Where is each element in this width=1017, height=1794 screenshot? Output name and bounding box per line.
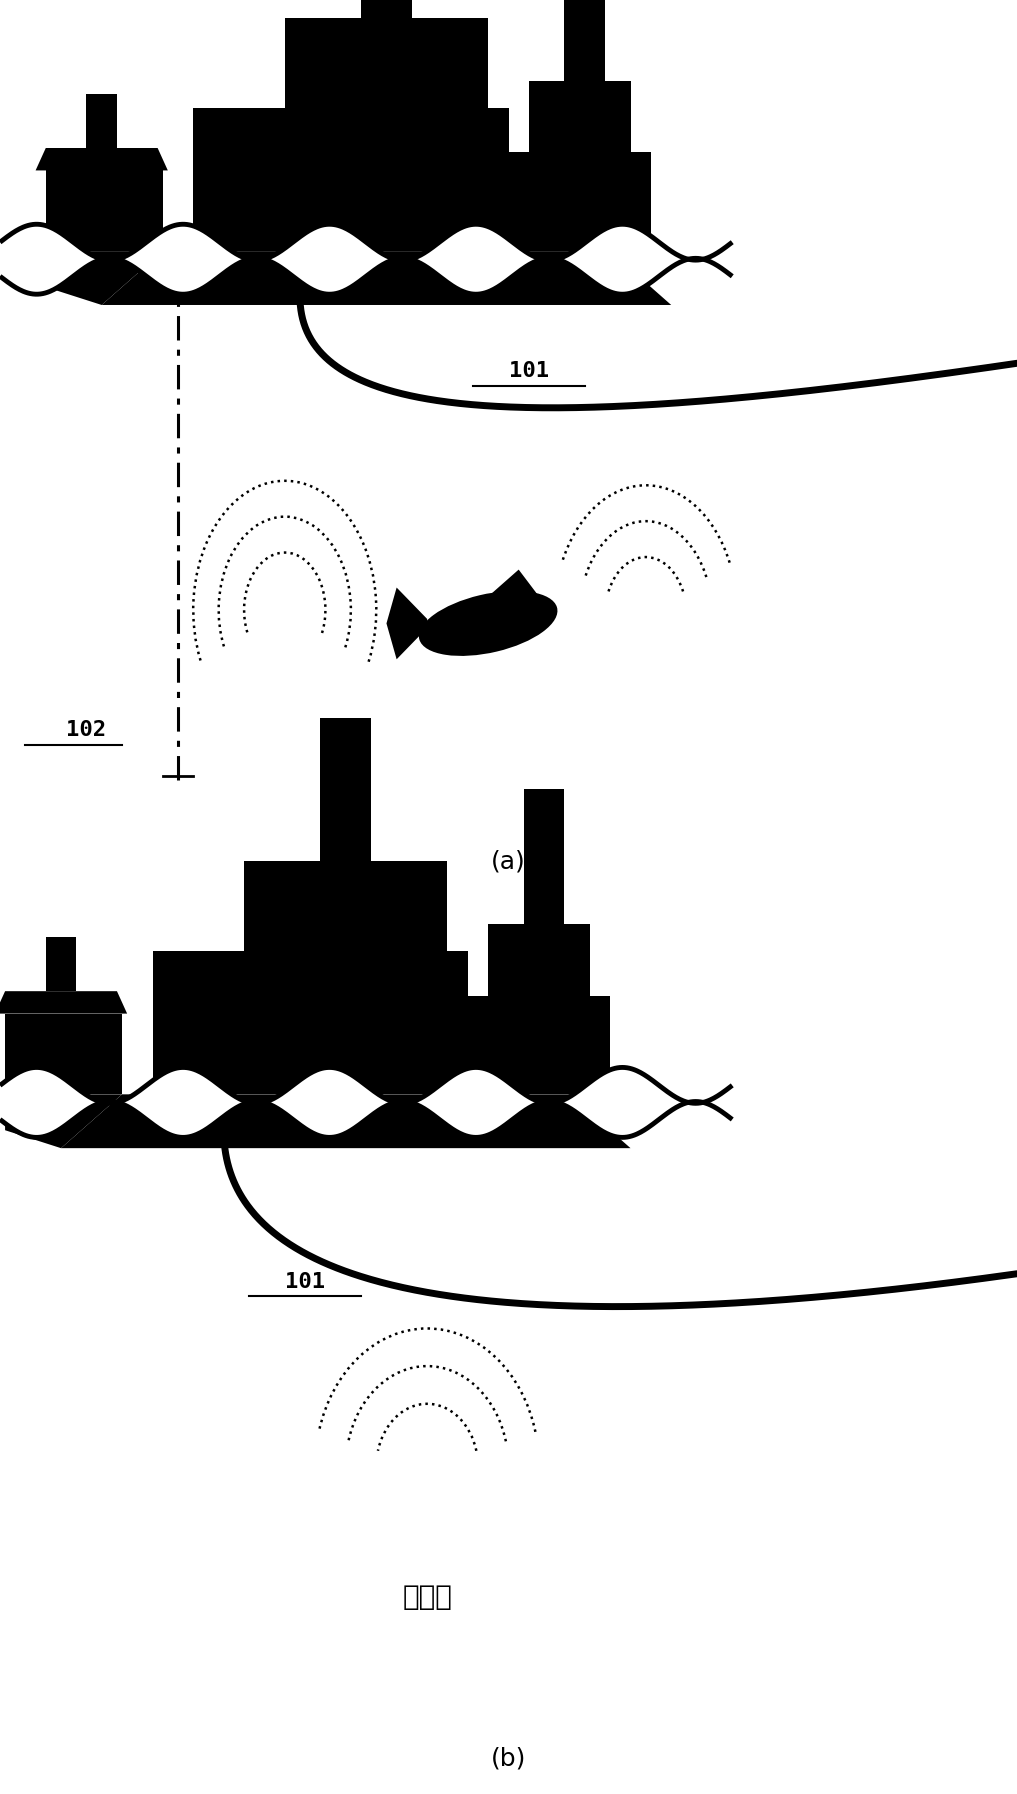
- Ellipse shape: [419, 590, 557, 657]
- Text: 101: 101: [285, 1272, 325, 1292]
- Text: (a): (a): [491, 849, 526, 874]
- Polygon shape: [386, 588, 427, 660]
- Polygon shape: [488, 924, 590, 996]
- Polygon shape: [244, 861, 447, 951]
- Polygon shape: [5, 1014, 122, 1094]
- Text: 102: 102: [66, 719, 107, 741]
- Text: (b): (b): [491, 1746, 526, 1771]
- Polygon shape: [36, 149, 168, 170]
- Text: 地震波: 地震波: [402, 1582, 453, 1611]
- Polygon shape: [361, 0, 412, 18]
- Polygon shape: [153, 951, 468, 1094]
- Polygon shape: [46, 170, 163, 251]
- Polygon shape: [0, 990, 127, 1014]
- Polygon shape: [529, 81, 631, 152]
- Polygon shape: [320, 718, 371, 861]
- Polygon shape: [61, 1094, 631, 1148]
- Polygon shape: [468, 996, 610, 1094]
- Polygon shape: [524, 789, 564, 924]
- Polygon shape: [46, 936, 76, 990]
- Polygon shape: [5, 1094, 122, 1148]
- Polygon shape: [102, 251, 671, 305]
- Polygon shape: [488, 570, 539, 597]
- Polygon shape: [508, 152, 651, 251]
- Polygon shape: [86, 93, 117, 149]
- Text: 101: 101: [508, 361, 549, 382]
- Polygon shape: [193, 108, 508, 251]
- Polygon shape: [46, 251, 163, 305]
- Polygon shape: [564, 0, 605, 81]
- Polygon shape: [285, 18, 488, 108]
